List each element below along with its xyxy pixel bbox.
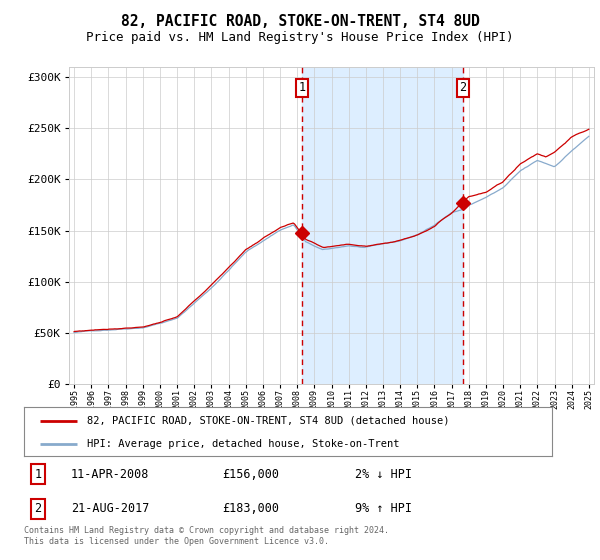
Text: 2: 2 <box>34 502 41 515</box>
Text: 82, PACIFIC ROAD, STOKE-ON-TRENT, ST4 8UD (detached house): 82, PACIFIC ROAD, STOKE-ON-TRENT, ST4 8U… <box>88 416 450 426</box>
Text: £156,000: £156,000 <box>223 468 280 480</box>
Text: 21-AUG-2017: 21-AUG-2017 <box>71 502 149 515</box>
Text: 1: 1 <box>298 81 305 95</box>
Text: Price paid vs. HM Land Registry's House Price Index (HPI): Price paid vs. HM Land Registry's House … <box>86 31 514 44</box>
Text: £183,000: £183,000 <box>223 502 280 515</box>
Text: 1: 1 <box>34 468 41 480</box>
Text: 11-APR-2008: 11-APR-2008 <box>71 468 149 480</box>
Text: 2% ↓ HPI: 2% ↓ HPI <box>355 468 412 480</box>
Text: 82, PACIFIC ROAD, STOKE-ON-TRENT, ST4 8UD: 82, PACIFIC ROAD, STOKE-ON-TRENT, ST4 8U… <box>121 14 479 29</box>
Bar <box>302 67 463 384</box>
Text: 9% ↑ HPI: 9% ↑ HPI <box>355 502 412 515</box>
Text: HPI: Average price, detached house, Stoke-on-Trent: HPI: Average price, detached house, Stok… <box>88 439 400 449</box>
Text: Contains HM Land Registry data © Crown copyright and database right 2024.
This d: Contains HM Land Registry data © Crown c… <box>24 526 389 546</box>
Text: 2: 2 <box>459 81 466 95</box>
